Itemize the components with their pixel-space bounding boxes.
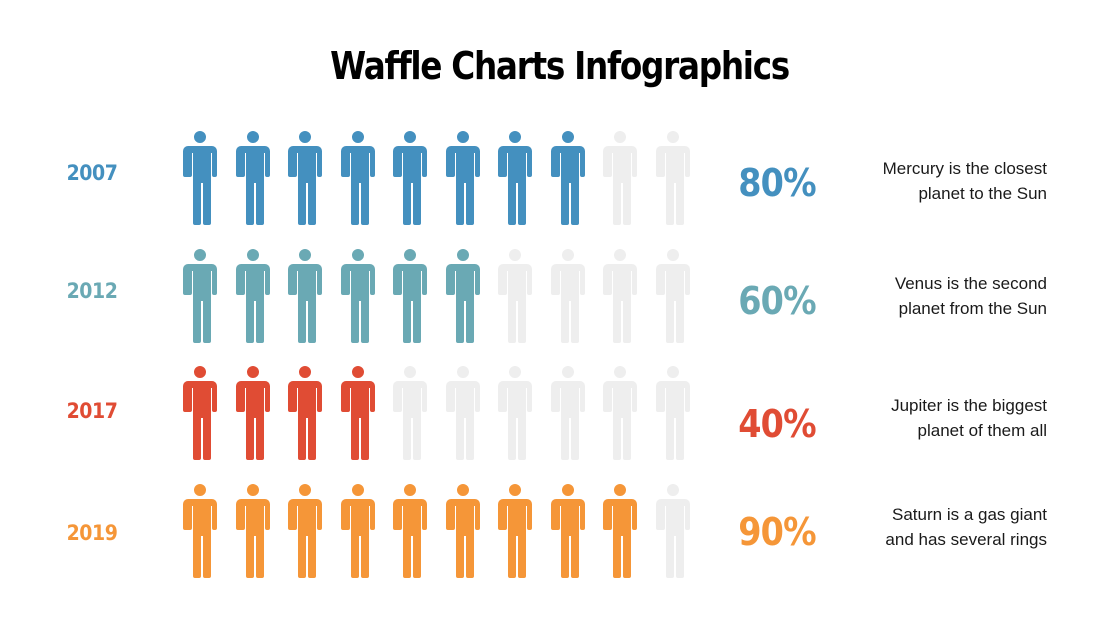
description-line: Saturn is a gas giant	[892, 505, 1047, 524]
description-line: planet from the Sun	[898, 299, 1047, 318]
person-icon-filled	[498, 131, 532, 225]
person-icon-empty	[656, 249, 690, 343]
waffle-figures	[183, 249, 703, 349]
row-description: Saturn is a gas giant and has several ri…	[807, 502, 1047, 552]
person-icon-filled	[236, 366, 270, 460]
waffle-figures	[183, 484, 703, 584]
person-icon-filled	[341, 484, 375, 578]
person-icon-empty	[656, 131, 690, 225]
person-icon-filled	[183, 366, 217, 460]
percent-value: 60%	[738, 279, 816, 323]
person-icon-filled	[183, 249, 217, 343]
percent-value: 40%	[738, 402, 816, 446]
waffle-row-2007: 2007 80% Mercury is the closest planet t…	[0, 131, 1119, 231]
description-line: Jupiter is the biggest	[891, 396, 1047, 415]
person-icon-filled	[236, 484, 270, 578]
person-icon-filled	[288, 249, 322, 343]
person-icon-filled	[236, 249, 270, 343]
person-icon-filled	[183, 131, 217, 225]
waffle-row-2017: 2017 40% Jupiter is the biggest planet o…	[0, 366, 1119, 466]
percent-value: 90%	[738, 510, 816, 554]
year-label: 2019	[66, 521, 118, 545]
person-icon-empty	[656, 484, 690, 578]
person-icon-filled	[551, 131, 585, 225]
person-icon-filled	[498, 484, 532, 578]
person-icon-filled	[603, 484, 637, 578]
person-icon-empty	[603, 131, 637, 225]
waffle-row-2012: 2012 60% Venus is the second planet from…	[0, 249, 1119, 349]
year-label: 2012	[66, 279, 118, 303]
page-title: Waffle Charts Infographics	[330, 44, 790, 88]
person-icon-filled	[446, 249, 480, 343]
person-icon-empty	[551, 366, 585, 460]
year-label: 2007	[66, 161, 118, 185]
waffle-figures	[183, 131, 703, 231]
person-icon-filled	[288, 131, 322, 225]
row-description: Mercury is the closest planet to the Sun	[807, 156, 1047, 206]
percent-value: 80%	[738, 161, 816, 205]
person-icon-filled	[288, 484, 322, 578]
person-icon-filled	[393, 484, 427, 578]
person-icon-filled	[183, 484, 217, 578]
person-icon-filled	[341, 249, 375, 343]
person-icon-filled	[341, 366, 375, 460]
person-icon-empty	[551, 249, 585, 343]
person-icon-empty	[498, 366, 532, 460]
person-icon-empty	[498, 249, 532, 343]
person-icon-filled	[288, 366, 322, 460]
person-icon-filled	[446, 484, 480, 578]
person-icon-empty	[446, 366, 480, 460]
waffle-row-2019: 2019 90% Saturn is a gas giant and has s…	[0, 484, 1119, 584]
waffle-figures	[183, 366, 703, 466]
person-icon-filled	[446, 131, 480, 225]
description-line: Venus is the second	[894, 274, 1047, 293]
row-description: Venus is the second planet from the Sun	[807, 271, 1047, 321]
person-icon-filled	[393, 249, 427, 343]
description-line: planet to the Sun	[918, 184, 1047, 203]
person-icon-filled	[551, 484, 585, 578]
row-description: Jupiter is the biggest planet of them al…	[807, 393, 1047, 443]
description-line: planet of them all	[917, 421, 1047, 440]
description-line: Mercury is the closest	[882, 159, 1047, 178]
person-icon-empty	[393, 366, 427, 460]
person-icon-filled	[341, 131, 375, 225]
person-icon-filled	[393, 131, 427, 225]
description-line: and has several rings	[885, 530, 1047, 549]
person-icon-empty	[656, 366, 690, 460]
person-icon-filled	[236, 131, 270, 225]
person-icon-empty	[603, 249, 637, 343]
person-icon-empty	[603, 366, 637, 460]
year-label: 2017	[66, 399, 118, 423]
